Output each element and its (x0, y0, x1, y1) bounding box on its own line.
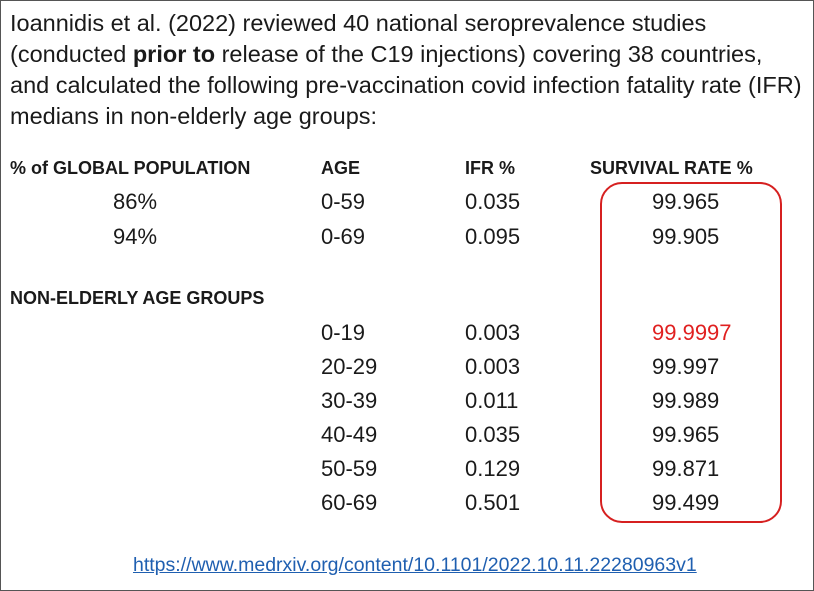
survival-highlight-box (600, 182, 782, 523)
global-row-population: 94% (113, 224, 158, 249)
age-row-survival: 99.499 (652, 490, 720, 515)
global-row-age: 0-59 (321, 189, 366, 214)
global-row-age: 0-69 (321, 224, 366, 249)
intro-text-end: release of the C19 injections) covering … (10, 41, 802, 129)
age-row-age: 60-69 (321, 490, 378, 515)
global-row-survival: 99.965 (652, 189, 720, 214)
header-survival: SURVIVAL RATE % (590, 158, 753, 178)
header-age: AGE (321, 158, 361, 178)
age-row-ifr: 0.501 (465, 490, 521, 515)
age-row-survival: 99.989 (652, 388, 720, 413)
source-link[interactable]: https://www.medrxiv.org/content/10.1101/… (133, 554, 697, 576)
age-row-age: 40-49 (321, 422, 378, 447)
age-row-survival-highlighted: 99.9997 (652, 320, 732, 345)
age-row-ifr: 0.035 (465, 422, 521, 447)
header-ifr: IFR % (465, 158, 516, 178)
global-row-ifr: 0.095 (465, 224, 521, 249)
global-row-population: 86% (113, 189, 158, 214)
age-row-age: 50-59 (321, 456, 378, 481)
age-row-age: 0-19 (321, 320, 366, 345)
age-row-survival: 99.871 (652, 456, 720, 481)
age-row-age: 20-29 (321, 354, 378, 379)
age-row-ifr: 0.003 (465, 354, 521, 379)
section-label-non-elderly: NON-ELDERLY AGE GROUPS (10, 288, 265, 308)
age-row-ifr: 0.011 (465, 388, 519, 413)
header-population: % of GLOBAL POPULATION (10, 158, 251, 178)
age-row-ifr: 0.129 (465, 456, 521, 481)
intro-bold-text: prior to (132, 41, 216, 67)
age-row-survival: 99.965 (652, 422, 720, 447)
age-row-survival: 99.997 (652, 354, 720, 379)
global-row-ifr: 0.035 (465, 189, 521, 214)
intro-text-start: Ioannidis et al. (2022) reviewed 40 nati… (10, 10, 707, 67)
intro-paragraph: Ioannidis et al. (2022) reviewed 40 nati… (10, 8, 805, 132)
age-row-ifr: 0.003 (465, 320, 521, 345)
global-row-survival: 99.905 (652, 224, 720, 249)
age-row-age: 30-39 (321, 388, 378, 413)
